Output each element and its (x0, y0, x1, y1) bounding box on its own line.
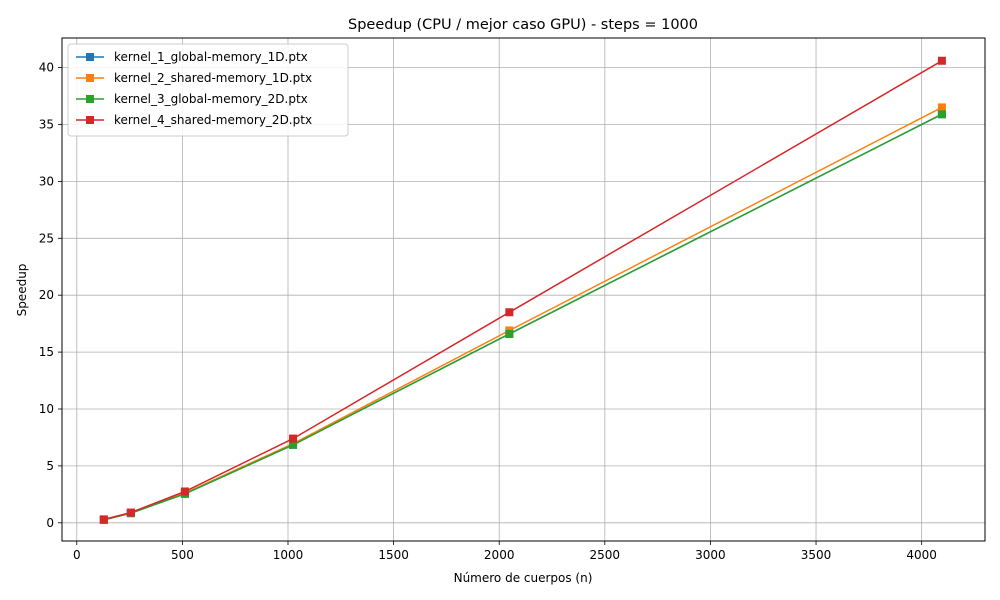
y-tick-label: 15 (39, 345, 54, 359)
x-tick-label: 4000 (906, 548, 937, 562)
legend-swatch-marker (86, 116, 94, 124)
x-axis-ticks: 0 500 1000 1500 2000 2500 3000 3500 4000 (73, 541, 937, 562)
legend: kernel_1_global-memory_1D.ptx kernel_2_sh… (67, 43, 349, 137)
y-tick-label: 35 (39, 117, 54, 131)
legend-label: kernel_2_shared-memory_1D.ptx (114, 71, 312, 85)
y-axis-label: Speedup (15, 264, 29, 317)
data-point-marker (937, 56, 946, 65)
data-point-marker (937, 110, 946, 119)
x-tick-label: 1000 (273, 548, 304, 562)
y-tick-label: 20 (39, 288, 54, 302)
legend-label: kernel_3_global-memory_2D.ptx (114, 92, 308, 106)
y-tick-label: 10 (39, 402, 54, 416)
x-tick-label: 3000 (695, 548, 726, 562)
x-tick-label: 500 (171, 548, 194, 562)
data-point-marker (505, 329, 514, 338)
data-point-marker (505, 308, 514, 317)
legend-label: kernel_4_shared-memory_2D.ptx (114, 113, 312, 127)
x-axis-label: Número de cuerpos (n) (454, 571, 593, 585)
x-tick-label: 2500 (590, 548, 621, 562)
x-tick-label: 3500 (801, 548, 832, 562)
data-point-marker (126, 508, 135, 517)
x-tick-label: 2000 (484, 548, 515, 562)
legend-item: kernel_1_global-memory_1D.ptx (76, 50, 308, 64)
legend-swatch-marker (86, 53, 94, 61)
y-tick-label: 5 (46, 459, 54, 473)
data-point-marker (180, 487, 189, 496)
series-line (103, 60, 943, 521)
series-4 (99, 56, 946, 524)
legend-item: kernel_3_global-memory_2D.ptx (76, 92, 308, 106)
legend-swatch-marker (86, 95, 94, 103)
x-tick-label: 0 (73, 548, 81, 562)
data-point-marker (99, 515, 108, 524)
chart-title: Speedup (CPU / mejor caso GPU) - steps =… (348, 17, 698, 33)
series-layer (99, 56, 946, 524)
data-point-marker (937, 103, 946, 112)
data-point-marker (289, 434, 298, 443)
plot-frame (61, 37, 986, 542)
data-point-marker (289, 440, 298, 449)
x-tick-label: 1500 (378, 548, 409, 562)
legend-box (67, 43, 349, 137)
legend-item: kernel_2_shared-memory_1D.ptx (76, 71, 312, 85)
legend-label: kernel_1_global-memory_1D.ptx (114, 50, 308, 64)
y-tick-label: 30 (39, 174, 54, 188)
y-axis-ticks: 0 5 10 15 20 25 30 35 40 (39, 61, 62, 530)
legend-swatch-marker (86, 74, 94, 82)
y-tick-label: 0 (46, 516, 54, 530)
y-tick-label: 25 (39, 231, 54, 245)
legend-item: kernel_4_shared-memory_2D.ptx (76, 113, 312, 127)
y-tick-label: 40 (39, 61, 54, 75)
